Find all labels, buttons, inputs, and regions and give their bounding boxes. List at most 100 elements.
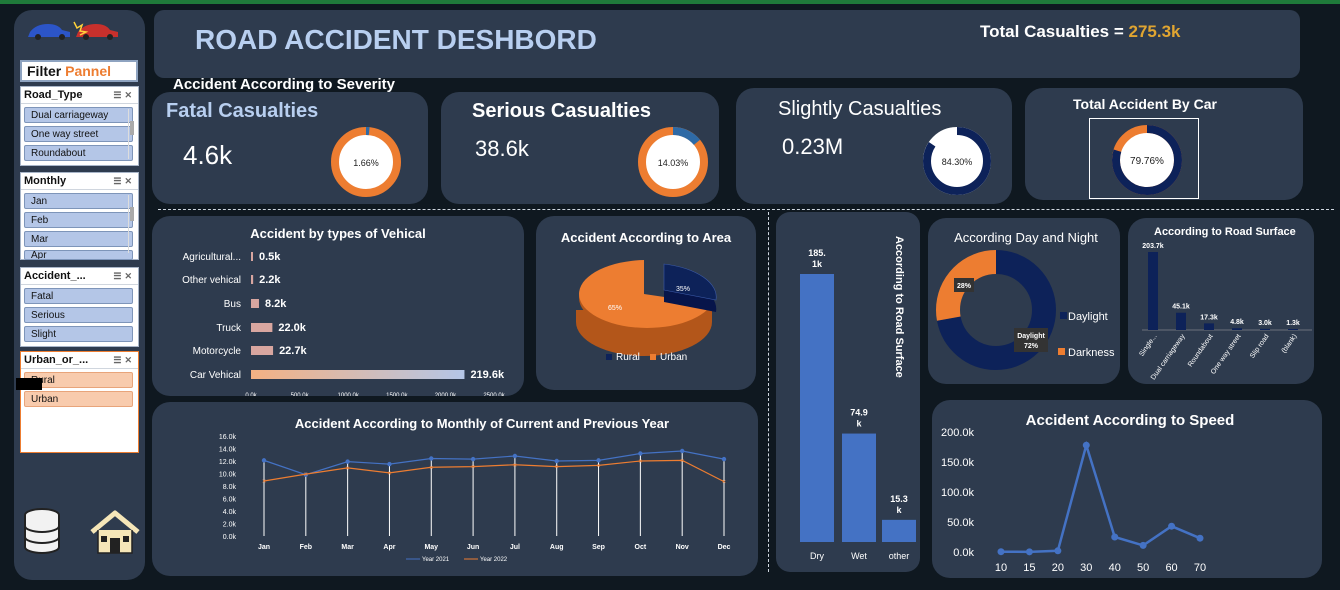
area-chart-card: Accident According to Area 65% 35% Rural… bbox=[536, 216, 756, 390]
filter-clear-icon[interactable]: ☰✕ bbox=[113, 354, 135, 365]
speed-line-chart: 0.0k 50.0k 100.0k 150.0k 200.0k 10 15 20 30 40 50 6… bbox=[941, 427, 1206, 574]
bar-value-label: k bbox=[856, 419, 862, 429]
legend-2021: Year 2021 bbox=[422, 557, 450, 563]
x-tick-label: 70 bbox=[1194, 562, 1206, 574]
slicer-item-urban[interactable]: Urban bbox=[24, 391, 133, 407]
kpi-card-car: Total Accident By Car 79.76% bbox=[1025, 88, 1303, 200]
legend-swatch-rural bbox=[606, 354, 612, 360]
slicer-item-jan[interactable]: Jan bbox=[24, 193, 133, 209]
slicer-scrollbar[interactable] bbox=[128, 195, 135, 253]
daynight-title: According Day and Night bbox=[954, 230, 1098, 245]
bar-value-label: 2.2k bbox=[259, 274, 281, 286]
bar-value-label: 185. bbox=[808, 248, 826, 258]
bar-value-label: 1k bbox=[812, 259, 823, 269]
bar-category-label: Motorcycle bbox=[193, 346, 242, 357]
bar-value-label: k bbox=[896, 505, 902, 515]
bar-road-surface bbox=[1288, 329, 1298, 330]
vehicle-bar-chart: 0.0k 500.0k 1000.0k 1500.0k 2000.0k 2500.0k Ag… bbox=[182, 251, 506, 396]
slicer-item-feb[interactable]: Feb bbox=[24, 212, 133, 228]
slicer-item-fatal[interactable]: Fatal bbox=[24, 288, 133, 304]
header-bar: ROAD ACCIDENT DESHBORD Total Casualties … bbox=[154, 10, 1300, 78]
area-chart-title: Accident According to Area bbox=[560, 230, 732, 245]
x-tick-label: 500.0k bbox=[291, 393, 310, 396]
bar-value-label: 8.2k bbox=[265, 298, 287, 310]
road-surface-card: According to Road Surface 203.7k Single..… bbox=[1128, 218, 1314, 384]
x-category-label: Single... bbox=[1138, 333, 1158, 358]
series-point bbox=[721, 456, 727, 462]
pct-daylight: 72% bbox=[1024, 343, 1039, 350]
database-icon[interactable] bbox=[22, 508, 62, 554]
y-tick-label: 12.0k bbox=[219, 459, 237, 466]
series-point bbox=[596, 458, 601, 463]
road-surface-title: According to Road Surface bbox=[1154, 226, 1296, 238]
legend-urban: Urban bbox=[660, 352, 687, 363]
slicer-urban-or-rural: Urban_or_... ☰✕ Rural Urban bbox=[20, 351, 139, 453]
legend-rural: Rural bbox=[616, 352, 640, 363]
pie-slice-urban bbox=[576, 260, 712, 356]
filter-clear-icon[interactable]: ☰✕ bbox=[113, 175, 135, 186]
speed-chart-title: Accident According to Speed bbox=[1025, 412, 1235, 429]
x-category-label: One way street bbox=[1210, 333, 1243, 376]
series-point: × bbox=[596, 463, 600, 470]
series-point bbox=[679, 448, 685, 454]
kpi-car-frame bbox=[1089, 118, 1199, 199]
bar-dry bbox=[800, 274, 834, 542]
legend-swatch-darkness bbox=[1058, 348, 1065, 355]
x-tick-label: Mar bbox=[341, 544, 354, 551]
slicer-item-apr[interactable]: Apr bbox=[24, 250, 133, 260]
series-line-year-2022 bbox=[263, 459, 725, 483]
slicer-monthly: Monthly ☰✕ Jan Feb Mar Apr bbox=[20, 172, 139, 260]
y-tick-label: 150.0k bbox=[941, 457, 975, 469]
x-tick-label: 40 bbox=[1109, 562, 1121, 574]
slicer-item-slight[interactable]: Slight bbox=[24, 326, 133, 342]
kpi-card-slight: Slightly Casualties 0.23M 84.30% bbox=[736, 88, 1012, 204]
legend-2022: Year 2022 bbox=[480, 557, 508, 563]
y-tick-label: 14.0k bbox=[219, 447, 237, 454]
x-tick-label: 50 bbox=[1137, 562, 1149, 574]
filter-clear-icon[interactable]: ☰✕ bbox=[113, 89, 135, 100]
kpi-fatal-pct: 1.66% bbox=[353, 158, 379, 168]
y-tick-label: 4.0k bbox=[223, 509, 237, 516]
slicer-scrollbar[interactable] bbox=[128, 109, 135, 159]
speed-chart-card: Accident According to Speed 0.0k 50.0k 100… bbox=[932, 400, 1322, 578]
bar-value-label: 0.5k bbox=[259, 251, 281, 263]
x-tick-label: Apr bbox=[383, 544, 395, 551]
filter-clear-icon[interactable]: ☰✕ bbox=[113, 270, 135, 281]
kpi-car-label: Total Accident By Car bbox=[1073, 96, 1217, 112]
x-tick-label: Aug bbox=[550, 544, 564, 551]
bar-truck bbox=[251, 323, 273, 332]
slicer-item-one-way-street[interactable]: One way street bbox=[24, 126, 133, 142]
bar-car-vehical bbox=[251, 370, 465, 379]
series-point: × bbox=[513, 462, 517, 469]
speed-point bbox=[1111, 533, 1119, 541]
bar-wet bbox=[842, 433, 876, 542]
slicer-label: Accident_... bbox=[24, 270, 86, 282]
slicer-item-mar[interactable]: Mar bbox=[24, 231, 133, 247]
bar-value-label: 22.7k bbox=[279, 345, 307, 357]
x-tick-label: Jun bbox=[467, 544, 479, 551]
slicer-item-serious[interactable]: Serious bbox=[24, 307, 133, 323]
bar-value-label: 4.8k bbox=[1230, 319, 1244, 326]
bar-road-surface bbox=[1176, 312, 1186, 330]
total-casualties-value: 275.3k bbox=[1128, 22, 1181, 41]
series-point: × bbox=[387, 470, 391, 477]
series-point: × bbox=[555, 464, 559, 471]
severity-heading: Accident According to Severity bbox=[173, 76, 395, 93]
bar-value-label: 15.3 bbox=[890, 494, 908, 504]
legend-swatch-urban bbox=[650, 354, 656, 360]
home-icon[interactable] bbox=[88, 510, 142, 556]
y-tick-label: 16.0k bbox=[219, 434, 237, 441]
y-tick-label: 2.0k bbox=[223, 522, 237, 529]
slicer-item-dual-carriageway[interactable]: Dual carriageway bbox=[24, 107, 133, 123]
donut-slice-darkness bbox=[936, 250, 1056, 370]
x-tick-label: Oct bbox=[635, 544, 647, 551]
slicer-label: Road_Type bbox=[24, 89, 83, 101]
bar-value-label: 1.3k bbox=[1286, 320, 1300, 327]
slicer-item-roundabout[interactable]: Roundabout bbox=[24, 145, 133, 161]
kpi-fatal-label: Fatal Casualties bbox=[166, 100, 319, 122]
top-accent-line bbox=[0, 0, 1340, 4]
kpi-car-donut: 79.76% bbox=[1112, 125, 1182, 195]
x-tick-label: Sep bbox=[592, 544, 605, 551]
speed-point bbox=[1082, 441, 1090, 449]
x-category-label: Roundabout bbox=[1187, 333, 1215, 368]
